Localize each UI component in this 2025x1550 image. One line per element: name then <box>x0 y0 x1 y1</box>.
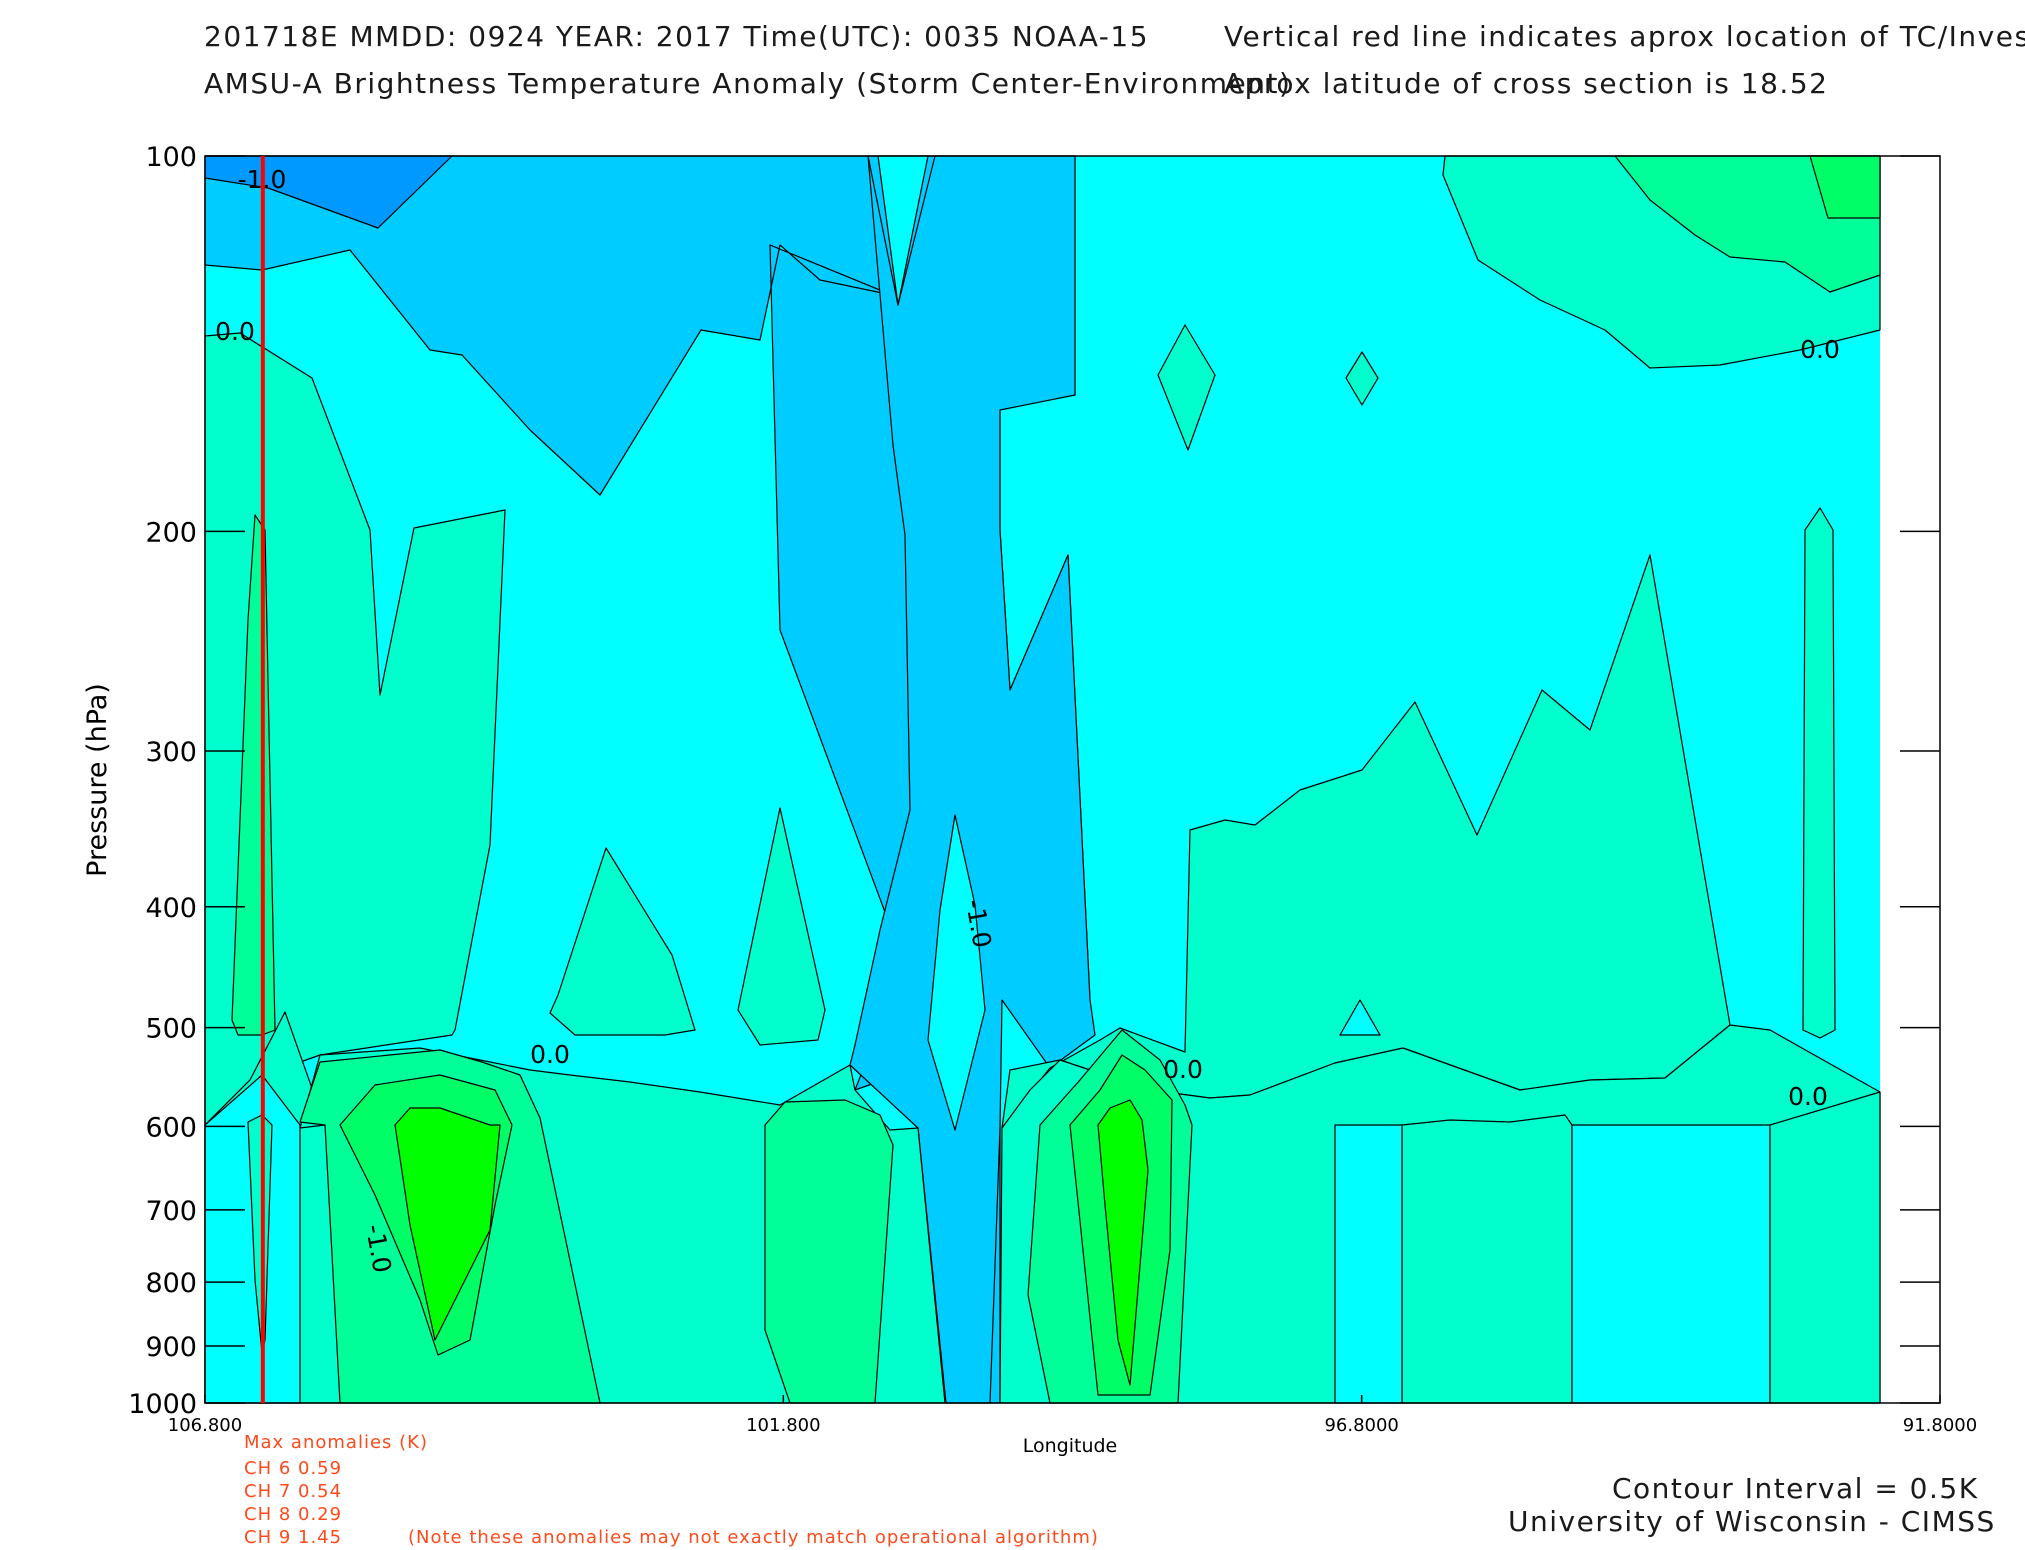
y-tick-label: 500 <box>145 1014 197 1045</box>
x-axis-ticks: 106.800 101.800 96.8000 91.8000 <box>168 1395 1977 1436</box>
y-tick-label: 700 <box>145 1196 197 1227</box>
y-axis-ticks: 100 200 300 400 500 600 700 800 900 1000 <box>128 142 1940 1420</box>
y-axis-title: Pressure (hPa) <box>82 683 113 877</box>
y-tick-label: 600 <box>145 1112 197 1143</box>
band-cyan-dip <box>1339 999 1381 1036</box>
contour-fills <box>204 155 1881 1404</box>
y-tick-label: 900 <box>145 1332 197 1363</box>
header-line2-right: Aprox latitude of cross section is 18.52 <box>1224 67 1829 100</box>
x-tick-label: 91.8000 <box>1903 1415 1977 1436</box>
anomaly-row: CH 6 0.59 <box>244 1458 343 1479</box>
band-core-mid <box>764 1099 894 1404</box>
anomaly-row: CH 8 0.29 <box>244 1504 343 1525</box>
contour-interval-text: Contour Interval = 0.5K <box>1612 1472 1979 1505</box>
band-right-edge-lower <box>1769 1091 1881 1404</box>
contour-label: 0.0 <box>1163 1055 1203 1084</box>
band-triangle-2 <box>737 807 826 1046</box>
y-tick-label: 800 <box>145 1268 197 1299</box>
contour-label: 0.0 <box>530 1040 570 1069</box>
anomalies-title: Max anomalies (K) <box>244 1432 428 1453</box>
contour-label: 0.0 <box>1788 1082 1828 1111</box>
y-tick-label: 1000 <box>128 1389 197 1420</box>
band-triangle-1 <box>549 847 696 1036</box>
x-tick-label: 96.8000 <box>1324 1415 1398 1436</box>
band-diamond-2 <box>1345 351 1379 406</box>
band-cyan-gap-2 <box>1571 1124 1771 1404</box>
contour-label: 0.0 <box>215 317 255 346</box>
band-right-strip-lower <box>1401 1114 1573 1404</box>
x-tick-label: 106.800 <box>168 1415 242 1436</box>
anomalies-note: (Note these anomalies may not exactly ma… <box>408 1527 1099 1548</box>
anomaly-row: CH 7 0.54 <box>244 1481 343 1502</box>
band-core-left-bright <box>394 1107 501 1341</box>
x-axis-title: Longitude <box>1023 1435 1118 1457</box>
plot-frame <box>204 155 1941 1404</box>
y-tick-label: 300 <box>145 737 197 768</box>
x-tick-label: 101.800 <box>746 1415 820 1436</box>
contour-label: 0.0 <box>1800 335 1840 364</box>
header-line1-right: Vertical red line indicates aprox locati… <box>1224 20 2025 53</box>
anomaly-row: CH 9 1.45 <box>244 1527 343 1548</box>
y-tick-label: 100 <box>145 142 197 173</box>
y-tick-label: 400 <box>145 893 197 924</box>
band-right-column <box>1802 507 1836 1039</box>
header-line1-left: 201718E MMDD: 0924 YEAR: 2017 Time(UTC):… <box>204 20 1150 53</box>
y-tick-label: 200 <box>145 517 197 548</box>
band-cyan-gap-1 <box>1334 1124 1403 1404</box>
band-core-right-bright <box>1097 1099 1149 1386</box>
band-diamond-1 <box>1157 324 1216 451</box>
credit-text: University of Wisconsin - CIMSS <box>1508 1505 1996 1538</box>
band-cyan-hole <box>927 814 986 1131</box>
header-line2-left: AMSU-A Brightness Temperature Anomaly (S… <box>204 67 1292 100</box>
